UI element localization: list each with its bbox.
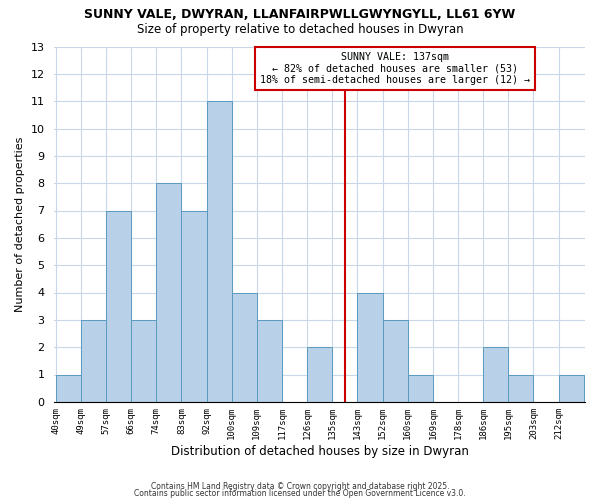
Bar — [156, 183, 181, 402]
Text: SUNNY VALE, DWYRAN, LLANFAIRPWLLGWYNGYLL, LL61 6YW: SUNNY VALE, DWYRAN, LLANFAIRPWLLGWYNGYLL… — [85, 8, 515, 20]
Bar — [358, 292, 383, 402]
Bar — [181, 210, 206, 402]
X-axis label: Distribution of detached houses by size in Dwyran: Distribution of detached houses by size … — [171, 444, 469, 458]
Text: Contains public sector information licensed under the Open Government Licence v3: Contains public sector information licen… — [134, 490, 466, 498]
Text: Size of property relative to detached houses in Dwyran: Size of property relative to detached ho… — [137, 22, 463, 36]
Bar — [106, 210, 131, 402]
Bar — [508, 374, 533, 402]
Y-axis label: Number of detached properties: Number of detached properties — [15, 136, 25, 312]
Bar — [257, 320, 282, 402]
Text: SUNNY VALE: 137sqm
← 82% of detached houses are smaller (53)
18% of semi-detache: SUNNY VALE: 137sqm ← 82% of detached hou… — [260, 52, 530, 85]
Bar — [81, 320, 106, 402]
Bar — [483, 347, 508, 402]
Bar — [383, 320, 408, 402]
Bar — [131, 320, 156, 402]
Bar — [56, 374, 81, 402]
Text: Contains HM Land Registry data © Crown copyright and database right 2025.: Contains HM Land Registry data © Crown c… — [151, 482, 449, 491]
Bar — [307, 347, 332, 402]
Bar — [206, 101, 232, 402]
Bar — [408, 374, 433, 402]
Bar — [232, 292, 257, 402]
Bar — [559, 374, 584, 402]
